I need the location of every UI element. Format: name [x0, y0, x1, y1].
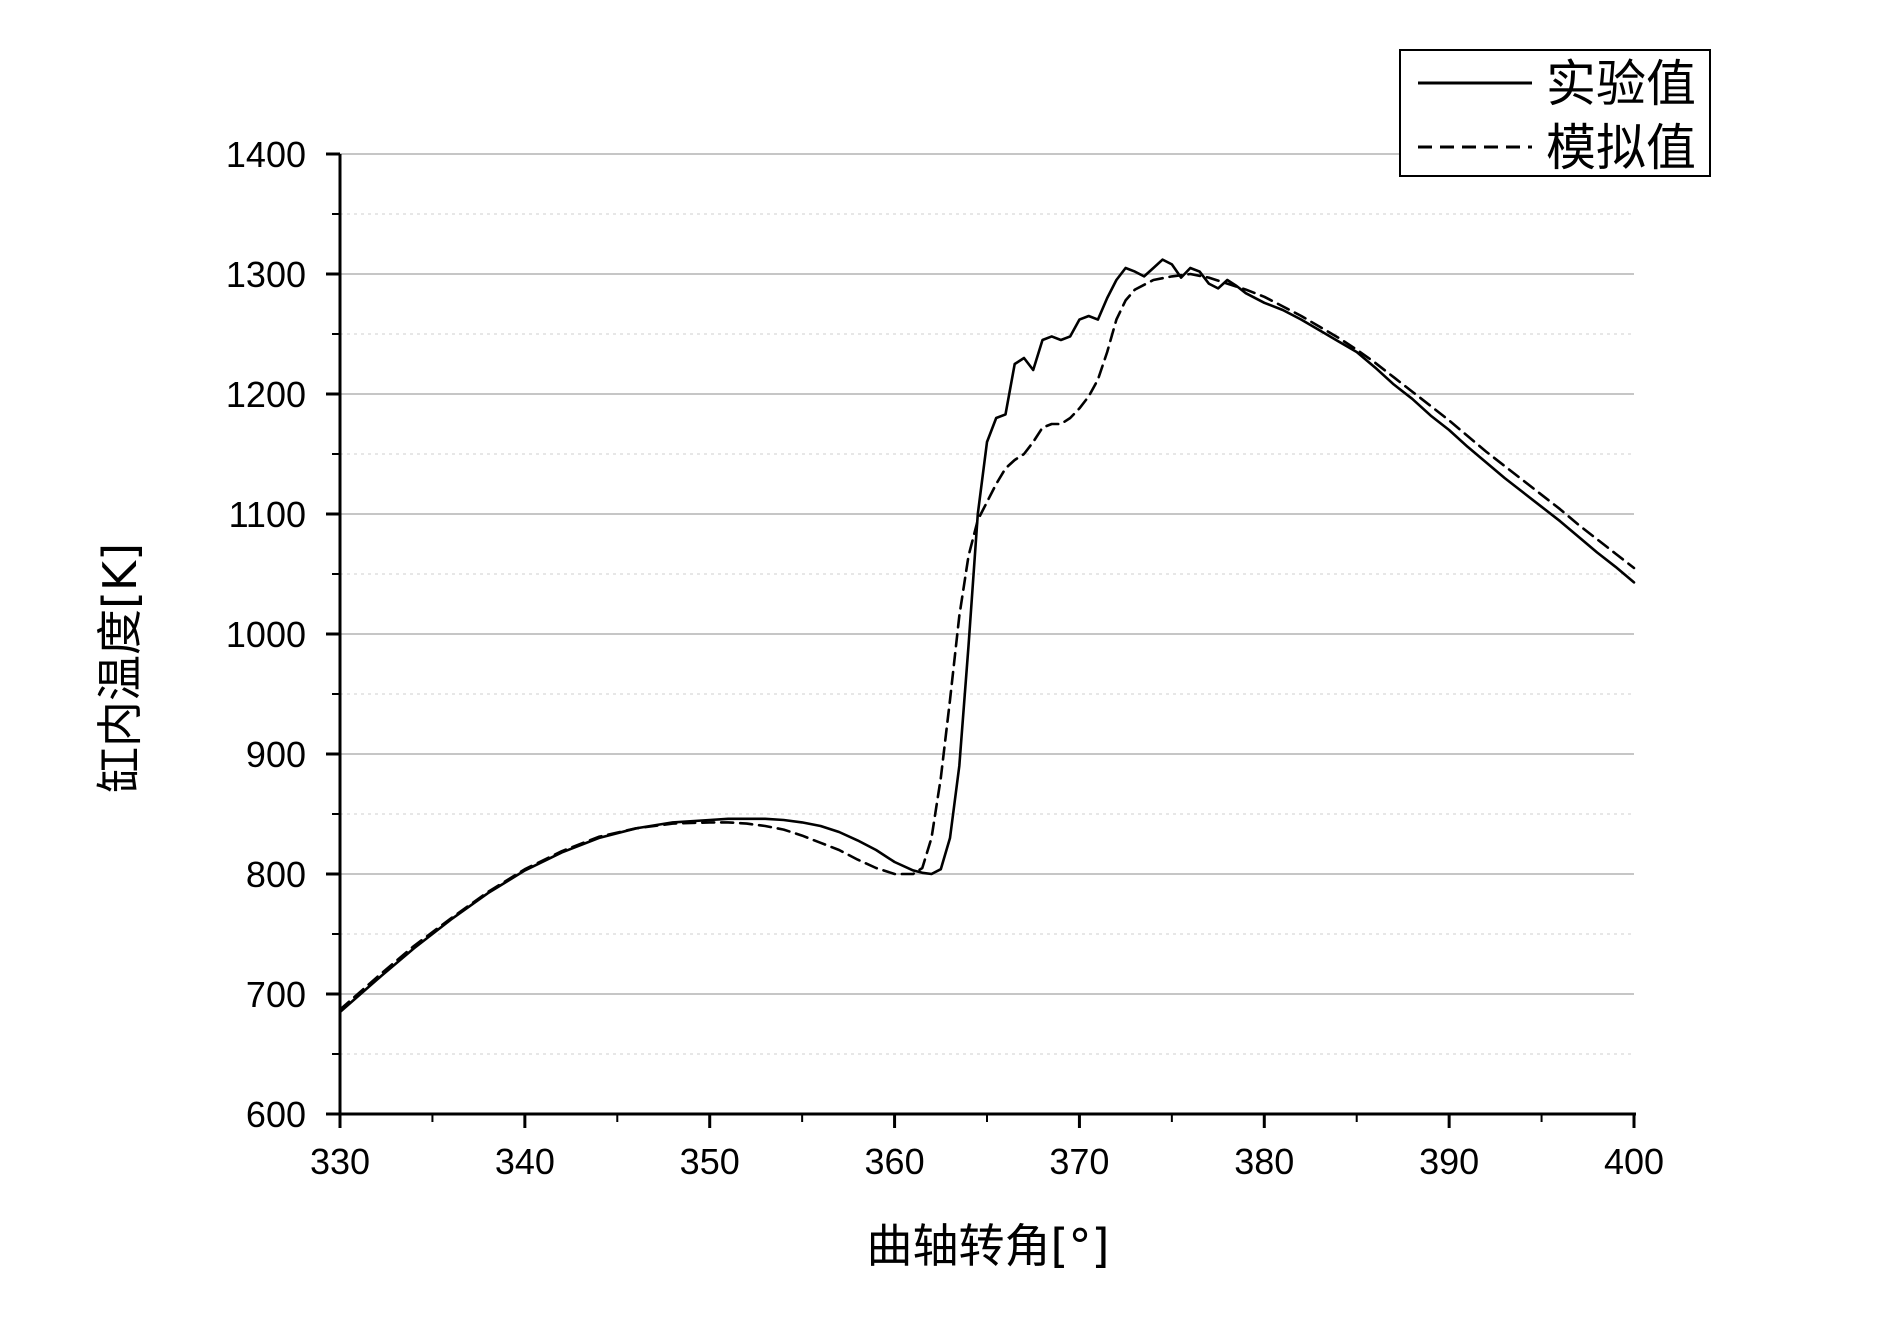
x-tick-label: 370 [1049, 1141, 1109, 1182]
y-tick-label: 900 [246, 734, 306, 775]
x-ticks: 330 340 350 360 370 380 390 400 [310, 1114, 1664, 1182]
legend: 实验值 模拟值 [1399, 49, 1711, 177]
legend-label-simulated: 模拟值 [1546, 119, 1696, 177]
y-tick-label: 1000 [226, 614, 306, 655]
x-tick-label: 380 [1234, 1141, 1294, 1182]
legend-label-experimental: 实验值 [1546, 55, 1696, 113]
x-tick-label: 340 [495, 1141, 555, 1182]
y-tick-label: 1400 [226, 134, 306, 175]
x-tick-label: 330 [310, 1141, 370, 1182]
x-tick-label: 390 [1419, 1141, 1479, 1182]
series-group [338, 258, 1636, 1014]
series-line-experimental [338, 258, 1636, 1014]
y-ticks: 600 700 800 900 1000 1100 1200 1300 1400 [226, 134, 340, 1135]
series-line-simulated [338, 272, 1636, 1011]
x-axis-title: 曲轴转角[°] [867, 1219, 1110, 1273]
y-tick-label: 800 [246, 854, 306, 895]
y-tick-label: 1300 [226, 254, 306, 295]
legend-frame [1399, 49, 1711, 177]
y-axis-title: 缸内温度[K] [93, 543, 147, 793]
x-tick-label: 360 [865, 1141, 925, 1182]
x-tick-label: 400 [1604, 1141, 1664, 1182]
y-tick-label: 1100 [229, 494, 306, 535]
y-tick-label: 700 [246, 974, 306, 1015]
gridlines [340, 153, 1634, 1055]
y-tick-label: 600 [246, 1094, 306, 1135]
x-tick-label: 350 [680, 1141, 740, 1182]
y-tick-label: 1200 [226, 374, 306, 415]
